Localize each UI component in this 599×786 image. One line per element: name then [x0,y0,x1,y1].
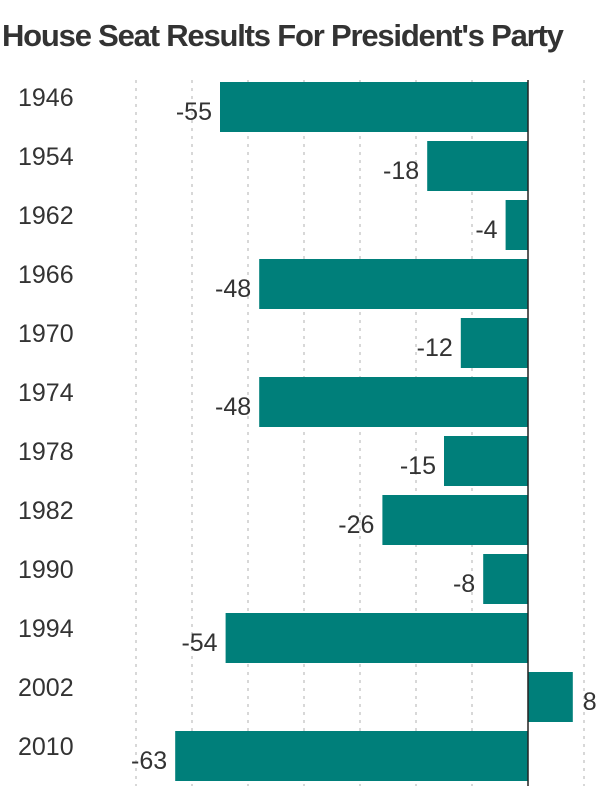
bars [175,82,573,781]
data-label: 8 [583,688,597,716]
category-label: 1946 [18,84,74,112]
bar-1954 [427,141,528,191]
bar-2010 [175,731,528,781]
bar-1994 [225,613,528,663]
category-label: 1990 [18,556,74,584]
chart-title: House Seat Results For President's Party [2,18,564,53]
category-label: 1962 [18,202,74,230]
category-label: 1966 [18,261,74,289]
data-label: -18 [383,157,419,185]
bar-1970 [460,318,528,368]
data-label: -55 [176,98,212,126]
category-label: 1982 [18,497,74,525]
bar-1974 [259,377,528,427]
bar-1966 [259,259,528,309]
category-label: 1978 [18,438,74,466]
data-label: -12 [417,334,453,362]
bar-1990 [483,554,528,604]
bar-2002 [528,672,573,722]
data-label: -48 [215,275,251,303]
bar-1946 [220,82,528,132]
category-label: 1994 [18,615,74,643]
category-label: 1970 [18,320,74,348]
data-label: -48 [215,393,251,421]
data-label: -54 [181,629,217,657]
bar-1978 [444,436,528,486]
data-label: -26 [338,511,374,539]
data-label: -15 [400,452,436,480]
labels: 1946 -55 1954 -18 1962 -4 1966 -48 1970 -12 1974 -4… [18,84,597,775]
data-label: -63 [131,747,167,775]
bar-1962 [505,200,528,250]
category-label: 2002 [18,674,74,702]
category-label: 2010 [18,733,74,761]
data-label: -8 [453,570,475,598]
category-label: 1954 [18,143,74,171]
bar-1982 [382,495,528,545]
grid-lines [135,80,585,786]
category-label: 1974 [18,379,74,407]
data-label: -4 [475,216,497,244]
